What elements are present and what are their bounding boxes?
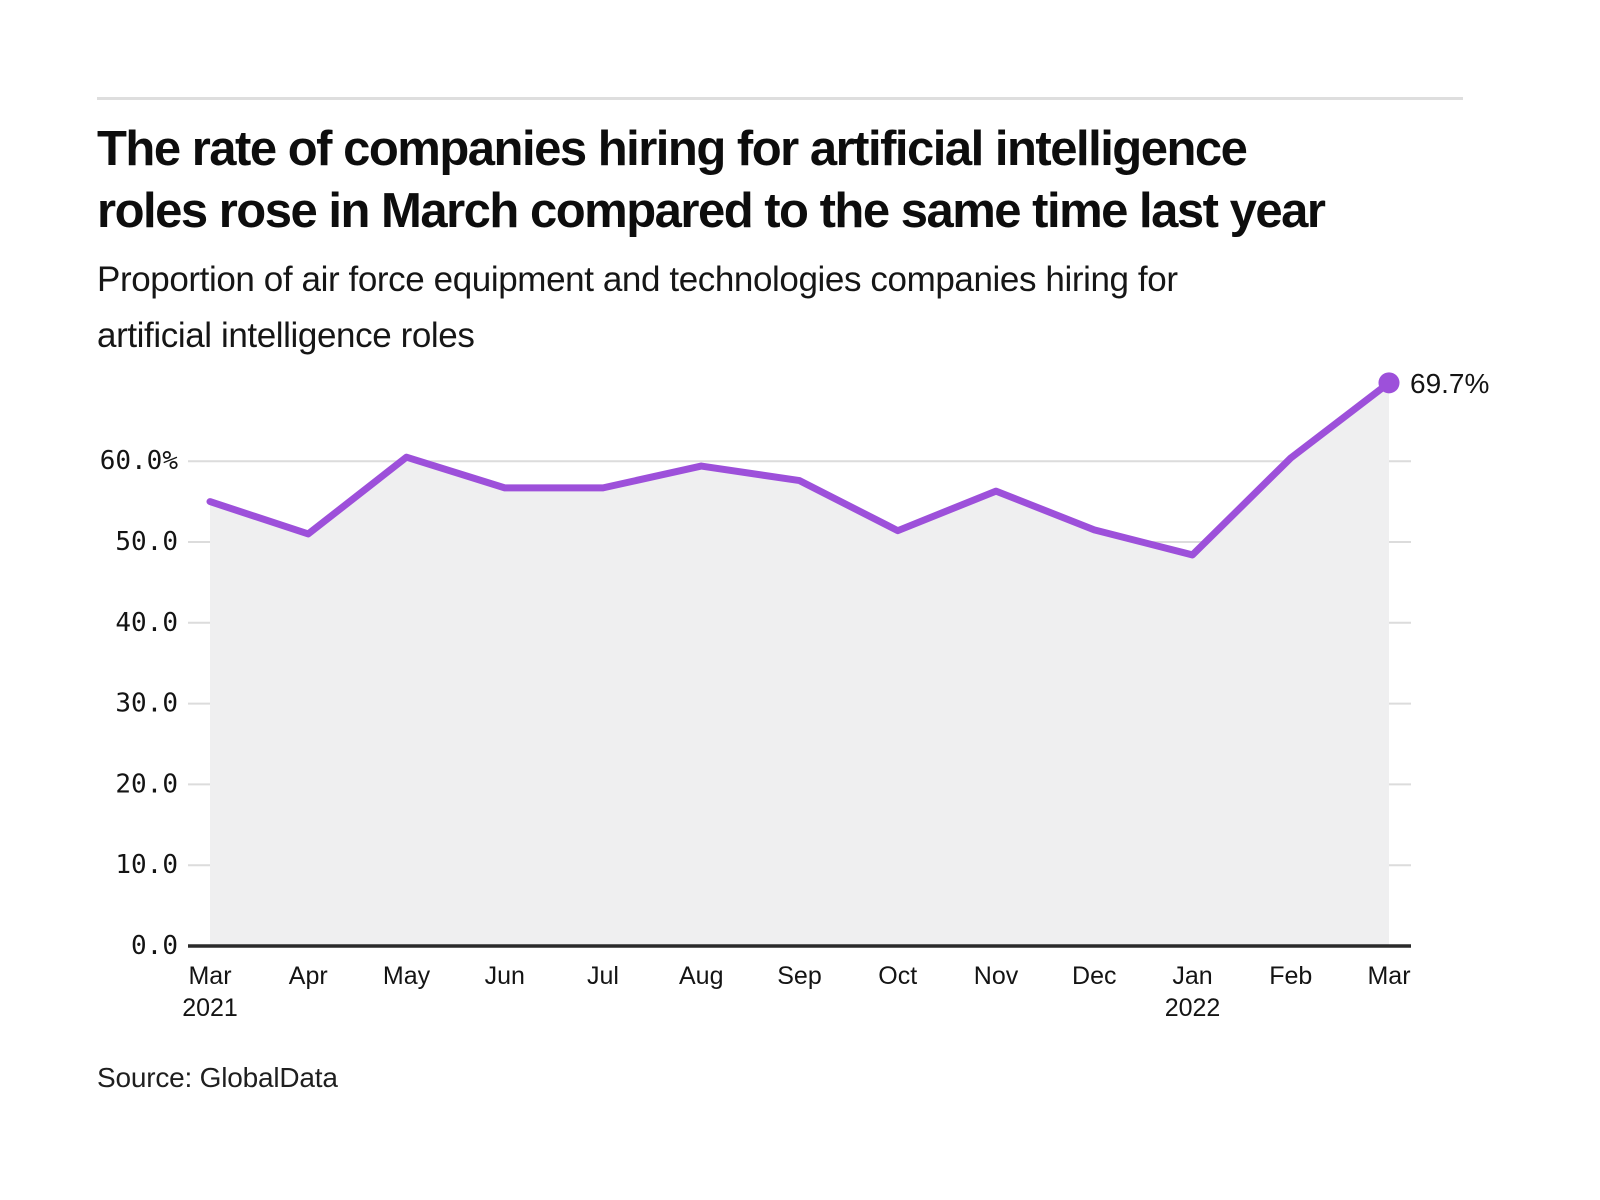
y-axis-tick-label: 10.0 bbox=[115, 850, 178, 880]
page-title: The rate of companies hiring for artific… bbox=[97, 118, 1537, 242]
x-axis-month-label: Oct bbox=[878, 962, 917, 990]
y-axis-tick-label: 60.0% bbox=[100, 446, 179, 476]
x-axis-month-label: Feb bbox=[1269, 962, 1312, 990]
x-axis-month-label: Mar bbox=[1367, 962, 1410, 990]
source-text: Source: GlobalData bbox=[97, 1062, 338, 1093]
x-axis-month-label: May bbox=[383, 962, 431, 990]
x-axis-month-label: Jul bbox=[587, 962, 619, 990]
x-axis-month-label: Aug bbox=[679, 962, 723, 990]
y-axis-tick-label: 40.0 bbox=[115, 608, 178, 638]
y-axis-tick-label: 0.0 bbox=[131, 931, 178, 961]
page-subtitle: Proportion of air force equipment and te… bbox=[97, 252, 1537, 364]
x-axis-month-label: Jun bbox=[485, 962, 525, 990]
x-axis-month-label: Jan bbox=[1172, 962, 1212, 990]
subtitle-line-1: Proportion of air force equipment and te… bbox=[97, 260, 1178, 299]
title-line-2: roles rose in March compared to the same… bbox=[97, 184, 1326, 238]
line-series bbox=[206, 379, 1393, 559]
y-axis-tick-label: 20.0 bbox=[115, 769, 178, 799]
x-axis-month-label: Apr bbox=[289, 962, 328, 990]
x-axis-month-label: Mar bbox=[188, 962, 231, 990]
x-axis-year-label: 2022 bbox=[1165, 994, 1221, 1022]
x-axis-month-label: Sep bbox=[777, 962, 821, 990]
end-point-dot bbox=[1378, 372, 1400, 394]
subtitle-line-2: artificial intelligence roles bbox=[97, 316, 475, 355]
title-line-1: The rate of companies hiring for artific… bbox=[97, 122, 1248, 176]
y-axis-tick-label: 30.0 bbox=[115, 689, 178, 719]
x-axis-year-label: 2021 bbox=[182, 994, 238, 1022]
y-axis-tick-label: 50.0 bbox=[115, 527, 178, 557]
end-value-label: 69.7% bbox=[1410, 368, 1489, 399]
x-axis-month-label: Nov bbox=[974, 962, 1019, 990]
area-fill bbox=[210, 382, 1389, 947]
top-divider bbox=[97, 97, 1463, 100]
x-axis-month-label: Dec bbox=[1072, 962, 1116, 990]
